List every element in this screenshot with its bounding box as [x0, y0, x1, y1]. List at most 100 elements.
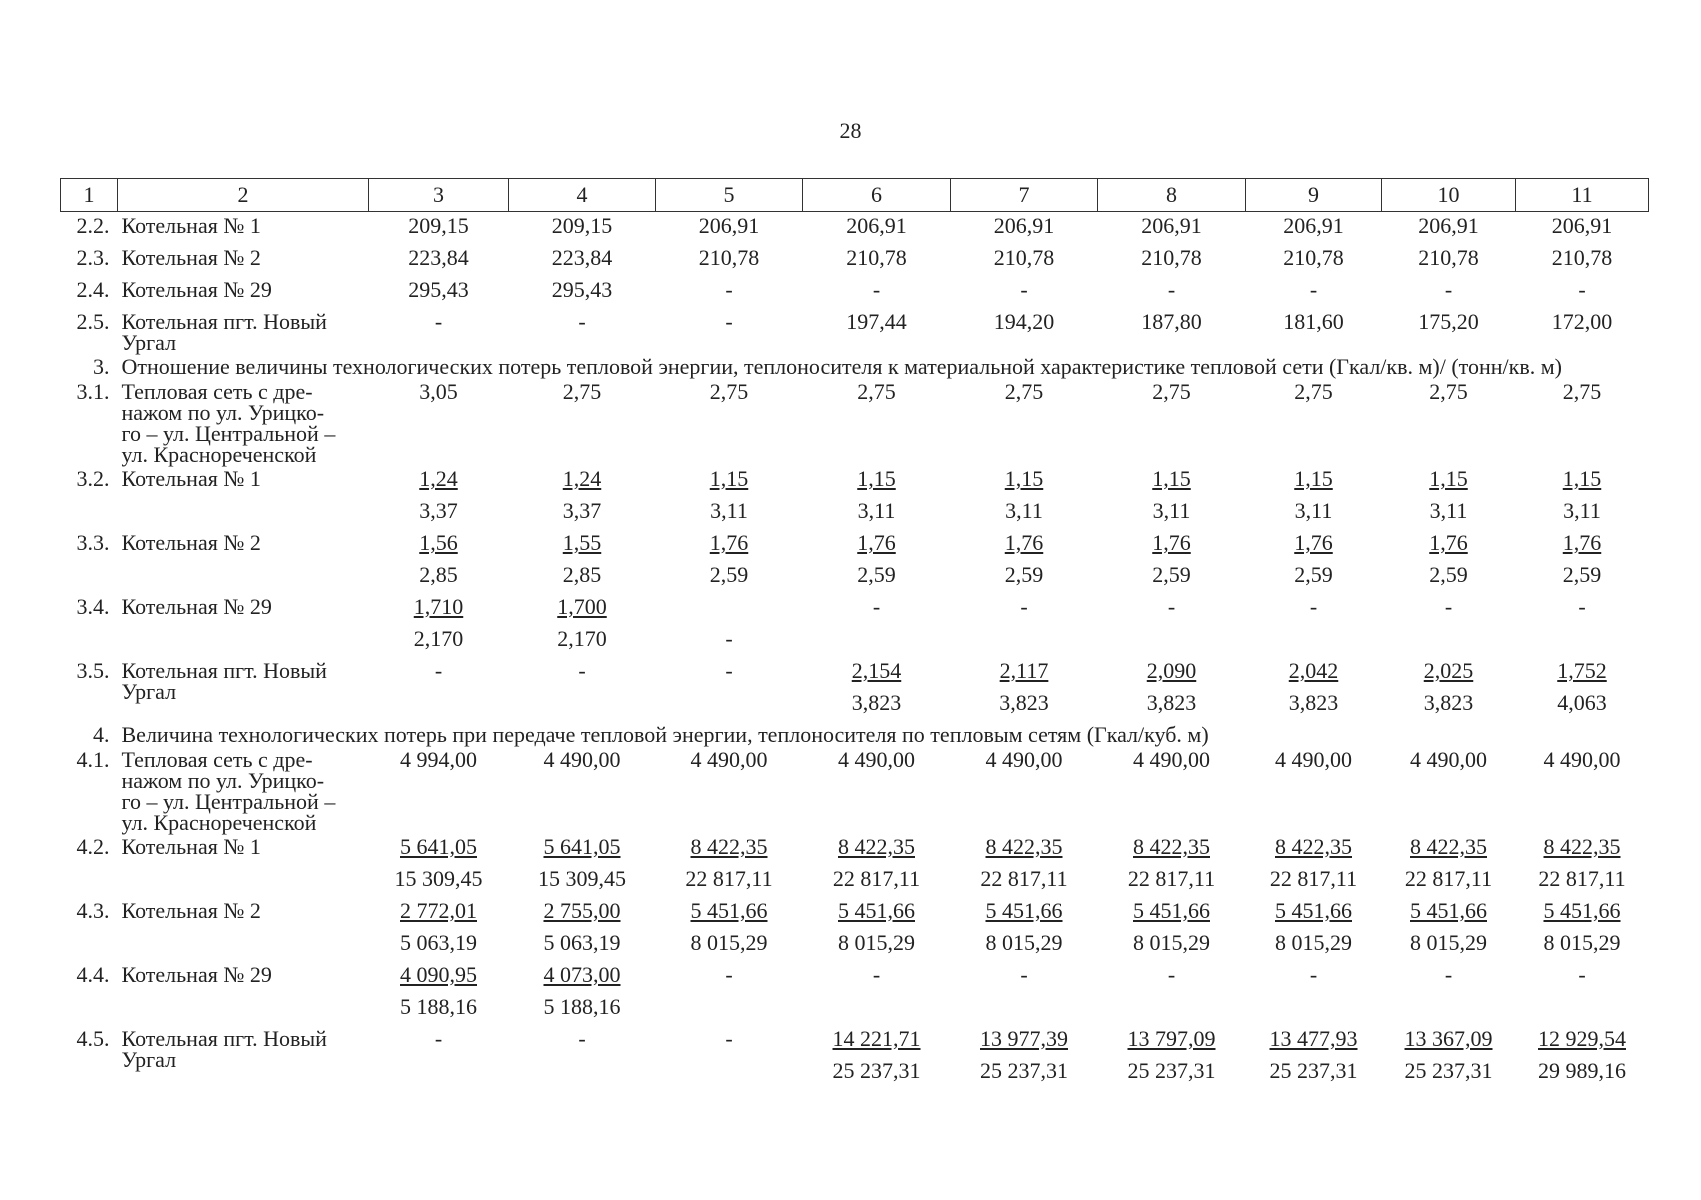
value-cell: 172,00: [1516, 308, 1649, 353]
value: -: [1167, 277, 1176, 302]
table-row: 3.4. Котельная № 29 1,710 2,170 1,700 2,170 -…: [61, 593, 1649, 657]
value-cell: 4 490,00: [1098, 746, 1246, 833]
value-cell: 2,75: [803, 378, 951, 465]
value-cell: -: [369, 657, 509, 721]
value: 3,11: [857, 498, 896, 523]
value: 4 490,00: [1410, 747, 1487, 772]
value: 3,37: [562, 498, 602, 523]
row-name: Котельная пгт. Новый Ургал: [121, 309, 327, 355]
value: 172,00: [1551, 309, 1613, 334]
value: 2,042: [1288, 658, 1339, 683]
page-number: 28: [839, 118, 862, 143]
value: 4 490,00: [838, 747, 915, 772]
row-number: 4.3.: [76, 898, 110, 923]
value: 29 989,16: [1538, 1058, 1626, 1083]
row-name: Котельная № 2: [121, 245, 261, 270]
value-cell: 2,154 3,823: [803, 657, 951, 721]
value: 1,56: [419, 530, 458, 555]
value-cell: 1,76 2,59: [656, 529, 803, 593]
value: -: [725, 1026, 733, 1051]
data-table: 1 2 3 4 5 6 7 8 9 10 11 2.2. Котельная № 1 209,15 209…: [60, 178, 1649, 1089]
value: 2,025: [1423, 658, 1474, 683]
value: 1,752: [1557, 658, 1607, 683]
value-cell: 1,76 2,59: [1246, 529, 1382, 593]
value: 22 817,11: [1538, 866, 1626, 891]
section-title: Величина технологических потерь при пере…: [121, 722, 1209, 747]
value-cell: 210,78: [1246, 244, 1382, 276]
value: 2,170: [557, 626, 607, 651]
value: 210,78: [698, 245, 760, 270]
value: 4 490,00: [690, 747, 768, 772]
value-cell: 210,78: [656, 244, 803, 276]
value-cell: -: [803, 593, 951, 657]
value: -: [725, 962, 733, 987]
value: -: [1444, 594, 1453, 619]
value: 25 237,31: [1127, 1058, 1216, 1083]
value: 5 451,66: [1543, 898, 1621, 923]
value-cell: 5 451,66 8 015,29: [1382, 897, 1516, 961]
row-name: Котельная № 2: [121, 530, 261, 555]
value: 1,15: [1429, 466, 1468, 491]
value: 3,823: [1423, 690, 1474, 715]
value: -: [578, 309, 586, 334]
value: 187,80: [1141, 309, 1202, 334]
value-cell: 209,15: [369, 212, 509, 245]
row-number: 2.2.: [76, 213, 110, 238]
value-cell: 4 490,00: [803, 746, 951, 833]
value: 210,78: [1551, 245, 1613, 270]
value: -: [1020, 594, 1028, 619]
value: -: [578, 1026, 586, 1051]
header-cell: 7: [950, 178, 1098, 212]
value: 25 237,31: [1404, 1058, 1493, 1083]
value: 3,11: [710, 498, 748, 523]
value: 5 188,16: [400, 994, 477, 1019]
value-cell: 4 490,00: [1246, 746, 1382, 833]
value: -: [725, 626, 733, 651]
table-body: 2.2. Котельная № 1 209,15 209,15 206,91 206,9…: [61, 212, 1649, 1090]
value: 2,59: [1562, 562, 1602, 587]
value-cell: 5 641,05 15 309,45: [509, 833, 656, 897]
table-row: 4.5. Котельная пгт. Новый Ургал - - - 14 221,…: [61, 1025, 1649, 1089]
value: 1,76: [857, 530, 896, 555]
value-cell: 2,75: [1516, 378, 1649, 465]
value-cell: 8 422,35 22 817,11: [1382, 833, 1516, 897]
value: 8 422,35: [985, 834, 1063, 859]
value: 25 237,31: [832, 1058, 921, 1083]
value-cell: 13 797,09 25 237,31: [1098, 1025, 1246, 1089]
value-cell: -: [1382, 276, 1516, 308]
row-name: Котельная № 2: [121, 898, 261, 923]
value-cell: -: [369, 308, 509, 353]
value-cell: 210,78: [1382, 244, 1516, 276]
value: 2,75: [1562, 379, 1602, 404]
value: 2 772,01: [400, 898, 477, 923]
value-cell: 1,15 3,11: [1098, 465, 1246, 529]
table-row: 3.3. Котельная № 2 1,56 2,85 1,55 2,85 1,76 2,5…: [61, 529, 1649, 593]
value: 206,91: [1141, 213, 1202, 238]
table-row: 4.1. Тепловая сеть с дре- нажом по ул. Ур…: [61, 746, 1649, 834]
value-cell: 1,76 2,59: [951, 529, 1098, 593]
value-cell: 1,24 3,37: [369, 465, 509, 529]
value: -: [872, 277, 881, 302]
value: 181,60: [1283, 309, 1344, 334]
value-cell: 1,752 4,063: [1516, 657, 1649, 721]
value: 1,15: [709, 466, 749, 491]
value: 1,76: [1294, 530, 1333, 555]
value: 2,85: [419, 562, 458, 587]
value: 8 015,29: [1410, 930, 1487, 955]
row-number: 4.5.: [76, 1026, 110, 1051]
value: 1,76: [1429, 530, 1468, 555]
value: 15 309,45: [394, 866, 483, 891]
value: -: [872, 962, 881, 987]
value-cell: 210,78: [951, 244, 1098, 276]
empty-line: [656, 593, 803, 625]
value: -: [1578, 594, 1586, 619]
value-cell: 206,91: [656, 212, 803, 245]
row-number: 2.5.: [76, 309, 110, 334]
value: -: [1309, 277, 1318, 302]
value-cell: 209,15: [509, 212, 656, 245]
row-name: Котельная № 1: [121, 213, 261, 238]
value: 5 188,16: [543, 994, 621, 1019]
value-cell: -: [656, 593, 803, 657]
